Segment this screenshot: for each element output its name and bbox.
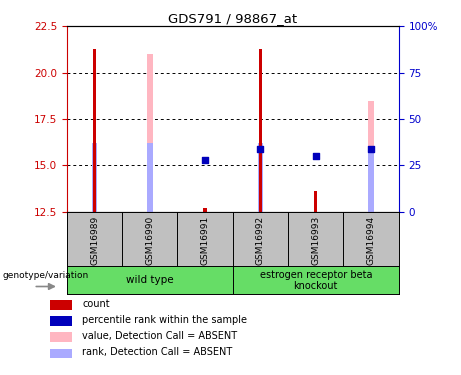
Bar xyxy=(203,208,207,212)
Bar xyxy=(147,143,153,212)
Bar xyxy=(368,147,374,212)
Text: genotype/variation: genotype/variation xyxy=(3,272,89,280)
Point xyxy=(201,157,209,163)
Bar xyxy=(258,143,263,212)
FancyBboxPatch shape xyxy=(50,300,72,310)
Text: rank, Detection Call = ABSENT: rank, Detection Call = ABSENT xyxy=(82,347,232,357)
Bar xyxy=(368,100,374,212)
Bar xyxy=(147,54,153,212)
Point xyxy=(367,146,375,152)
Title: GDS791 / 98867_at: GDS791 / 98867_at xyxy=(168,12,297,25)
Text: value, Detection Call = ABSENT: value, Detection Call = ABSENT xyxy=(82,331,237,341)
Bar xyxy=(314,192,318,212)
Bar xyxy=(92,143,97,212)
FancyBboxPatch shape xyxy=(50,349,72,358)
Text: GSM16994: GSM16994 xyxy=(366,216,376,266)
Text: GSM16991: GSM16991 xyxy=(201,216,210,266)
Text: GSM16993: GSM16993 xyxy=(311,216,320,266)
Text: percentile rank within the sample: percentile rank within the sample xyxy=(82,315,247,325)
Text: GSM16992: GSM16992 xyxy=(256,216,265,266)
Bar xyxy=(259,48,262,212)
Bar xyxy=(93,48,96,212)
Point xyxy=(312,153,319,159)
FancyBboxPatch shape xyxy=(50,333,72,342)
Text: estrogen receptor beta
knockout: estrogen receptor beta knockout xyxy=(260,270,372,291)
Text: GSM16989: GSM16989 xyxy=(90,216,99,266)
Text: wild type: wild type xyxy=(126,275,174,285)
Text: GSM16990: GSM16990 xyxy=(145,216,154,266)
Text: count: count xyxy=(82,299,110,309)
FancyBboxPatch shape xyxy=(50,316,72,326)
Point xyxy=(257,146,264,152)
